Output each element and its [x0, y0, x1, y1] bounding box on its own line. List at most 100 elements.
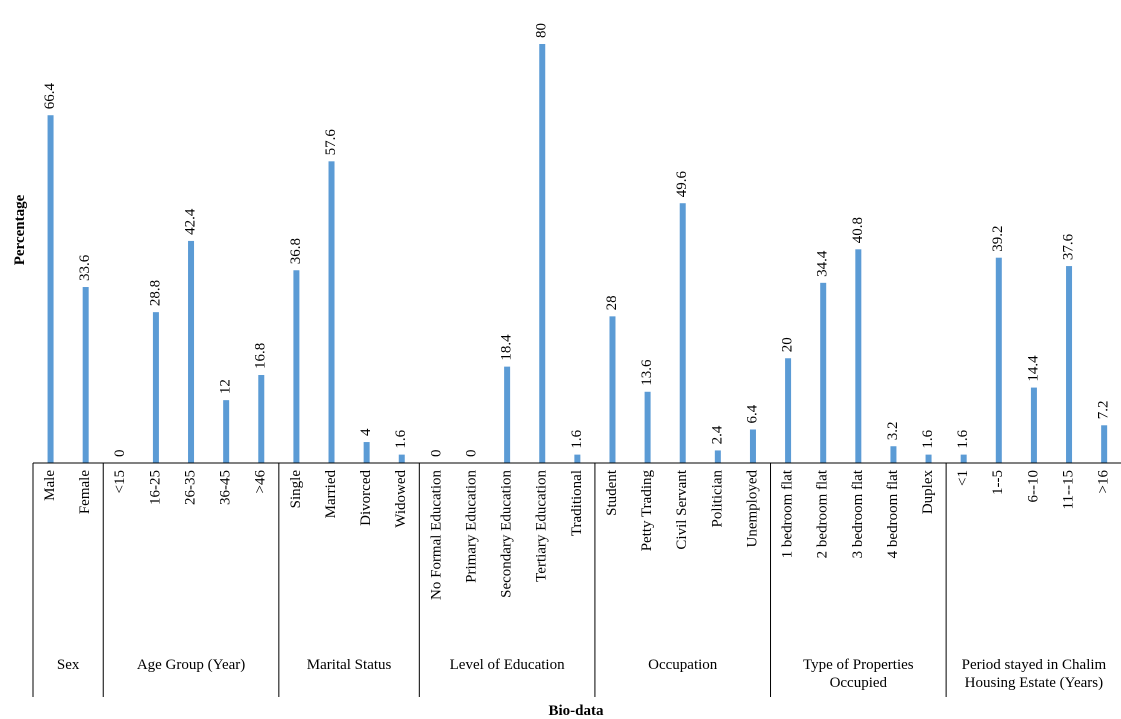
category-label: Duplex [920, 470, 936, 515]
group-label: Type of Properties [803, 657, 914, 673]
category-label: Student [604, 469, 620, 516]
value-label: 33.6 [77, 254, 93, 281]
value-label: 6.4 [744, 404, 760, 423]
bar-single [293, 270, 299, 463]
bar-divorced [364, 442, 370, 463]
bar-2-bedroom-flat [820, 283, 826, 463]
category-label: <15 [112, 470, 128, 493]
group-label: Marital Status [307, 657, 392, 673]
category-label: Divorced [358, 470, 374, 526]
bar-duplex [926, 455, 932, 463]
category-label: No Formal Education [428, 470, 444, 600]
bar-traditional [574, 455, 580, 463]
bar-46 [258, 375, 264, 463]
bar-widowed [399, 455, 405, 463]
category-label: 6--10 [1025, 470, 1041, 503]
labels-layer: 66.4Male33.6FemaleSex0<1528.816-2542.426… [42, 23, 1112, 691]
bar-1-5 [996, 258, 1002, 463]
category-label: Primary Education [463, 470, 479, 583]
value-label: 0 [112, 450, 128, 458]
bar-male [48, 115, 54, 463]
bar-female [83, 287, 89, 463]
category-label: 16-25 [147, 470, 163, 505]
category-label: Single [288, 470, 304, 509]
category-label: 1 bedroom flat [780, 469, 796, 558]
value-label: 3.2 [885, 421, 901, 440]
x-axis-title: Bio-data [548, 703, 604, 719]
bar-16-25 [153, 312, 159, 463]
group-label: Sex [57, 657, 80, 673]
category-label: Male [42, 470, 58, 501]
value-label: 42.4 [182, 208, 198, 235]
value-label: 34.4 [815, 250, 831, 277]
value-label: 1.6 [955, 429, 971, 448]
category-label: Civil Servant [674, 469, 690, 549]
category-label: >46 [253, 470, 269, 494]
bar-26-35 [188, 241, 194, 463]
bars-layer [48, 44, 1108, 463]
group-label: Housing Estate (Years) [965, 675, 1103, 691]
category-label: 26-35 [182, 470, 198, 505]
bar-3-bedroom-flat [855, 249, 861, 463]
value-label: 20 [780, 337, 796, 352]
group-label: Age Group (Year) [137, 657, 245, 673]
group-label: Period stayed in Chalim [962, 657, 1107, 673]
category-label: Female [77, 470, 93, 514]
category-label: 11--15 [1060, 470, 1076, 509]
category-label: <1 [955, 470, 971, 486]
value-label: 80 [534, 23, 550, 38]
value-label: 36.8 [288, 238, 304, 264]
group-label: Level of Education [450, 657, 565, 673]
bar-student [609, 316, 615, 463]
value-label: 28.8 [147, 280, 163, 306]
bar-petty-trading [645, 392, 651, 463]
value-label: 0 [428, 450, 444, 458]
value-label: 39.2 [990, 225, 1006, 251]
bar-politician [715, 450, 721, 463]
group-label: Occupied [830, 675, 888, 691]
bar-married [329, 161, 335, 463]
bar-secondary-education [504, 367, 510, 463]
group-label: Occupation [648, 657, 718, 673]
value-label: 14.4 [1025, 355, 1041, 382]
value-label: 18.4 [499, 334, 515, 361]
bar-6-10 [1031, 388, 1037, 463]
category-label: 4 bedroom flat [885, 469, 901, 558]
value-label: 2.4 [709, 425, 725, 444]
bar-unemployed [750, 429, 756, 463]
value-label: 1.6 [569, 429, 585, 448]
category-label: Petty Trading [639, 470, 655, 552]
bar-1-bedroom-flat [785, 358, 791, 463]
value-label: 1.6 [393, 429, 409, 448]
category-label: Unemployed [744, 470, 760, 548]
category-label: 3 bedroom flat [850, 469, 866, 558]
category-label: Politician [709, 470, 725, 528]
bar-16 [1101, 425, 1107, 463]
category-label: 2 bedroom flat [815, 469, 831, 558]
value-label: 28 [604, 295, 620, 310]
category-label: Tertiary Education [534, 470, 550, 582]
value-label: 0 [463, 450, 479, 458]
value-label: 12 [218, 379, 234, 394]
category-label: >16 [1096, 470, 1112, 494]
bar-civil-servant [680, 203, 686, 463]
value-label: 16.8 [253, 343, 269, 369]
bar-1 [961, 455, 967, 463]
value-label: 7.2 [1096, 401, 1112, 420]
category-label: 36-45 [218, 470, 234, 505]
y-axis-title: Percentage [12, 194, 28, 265]
value-label: 66.4 [42, 82, 58, 109]
category-label: Secondary Education [499, 470, 515, 598]
value-label: 13.6 [639, 359, 655, 386]
category-label: 1--5 [990, 470, 1006, 495]
value-label: 40.8 [850, 217, 866, 243]
category-label: Traditional [569, 470, 585, 536]
bar-tertiary-education [539, 44, 545, 463]
value-label: 37.6 [1060, 233, 1076, 260]
bar-11-15 [1066, 266, 1072, 463]
value-label: 57.6 [323, 129, 339, 156]
value-label: 4 [358, 428, 374, 436]
category-label: Widowed [393, 470, 409, 528]
bar-36-45 [223, 400, 229, 463]
bar-4-bedroom-flat [890, 446, 896, 463]
